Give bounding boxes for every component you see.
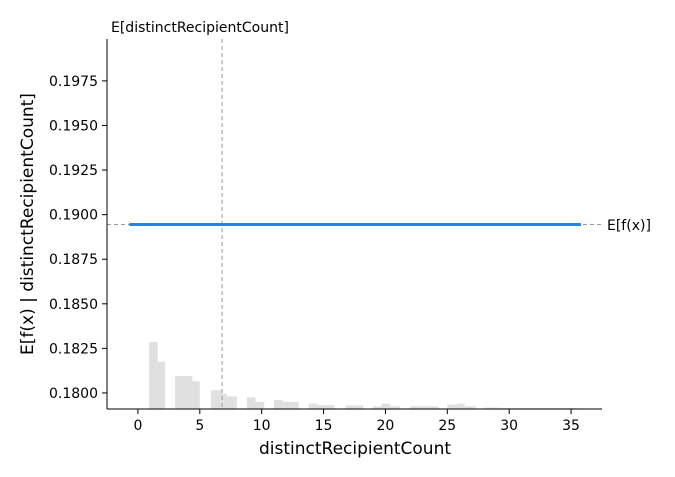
histogram-bar [390,406,401,409]
histogram [149,342,578,409]
y-tick-label: 0.1850 [49,297,98,313]
histogram-bar [255,401,265,409]
x-tick-label: 15 [315,418,333,434]
expected-x-annotation: E[distinctRecipientCount] [111,20,289,36]
histogram-bar [227,396,237,409]
y-tick-label: 0.1875 [49,252,98,268]
y-tick-label: 0.1975 [49,74,98,90]
histogram-bar [373,406,382,409]
histogram-bar [381,403,391,409]
histogram-bar [345,405,364,409]
x-tick-label: 35 [562,418,580,434]
y-tick-label: 0.1900 [49,208,98,224]
histogram-bar [274,400,283,409]
y-axis-title: E[f(x) | distinctRecipientCount] [18,93,38,355]
y-tick-label: 0.1950 [49,118,98,134]
histogram-bar [210,390,223,409]
histogram-bar [149,342,158,409]
y-ticks: 0.1800 0.1825 0.1850 0.1875 0.1900 0.1925 0.19… [49,74,107,402]
histogram-bar [484,407,502,409]
y-tick-label: 0.1925 [49,163,98,179]
histogram-bar [192,381,200,409]
x-tick-label: 10 [253,418,271,434]
x-tick-label: 20 [377,418,395,434]
histogram-bar [457,403,465,409]
histogram-bar [157,361,166,409]
axes [106,39,602,410]
histogram-bar [464,406,476,409]
histogram-bar [317,405,335,409]
y-tick-label: 0.1800 [49,386,98,402]
histogram-bar [282,401,299,409]
histogram-bar [246,397,256,409]
x-tick-label: 0 [133,418,142,434]
x-axis-title: distinctRecipientCount [259,439,451,459]
x-tick-label: 30 [500,418,518,434]
x-tick-label: 5 [195,418,204,434]
expected-y-annotation: E[f(x)] [607,218,651,234]
histogram-bar [222,393,228,409]
histogram-bar [410,406,439,409]
histogram-bar [447,404,458,409]
x-tick-label: 25 [438,418,456,434]
histogram-bar [175,376,193,409]
histogram-bar [308,403,318,409]
x-ticks: 0 5 10 15 20 25 30 35 [133,409,580,434]
y-tick-label: 0.1825 [49,341,98,357]
